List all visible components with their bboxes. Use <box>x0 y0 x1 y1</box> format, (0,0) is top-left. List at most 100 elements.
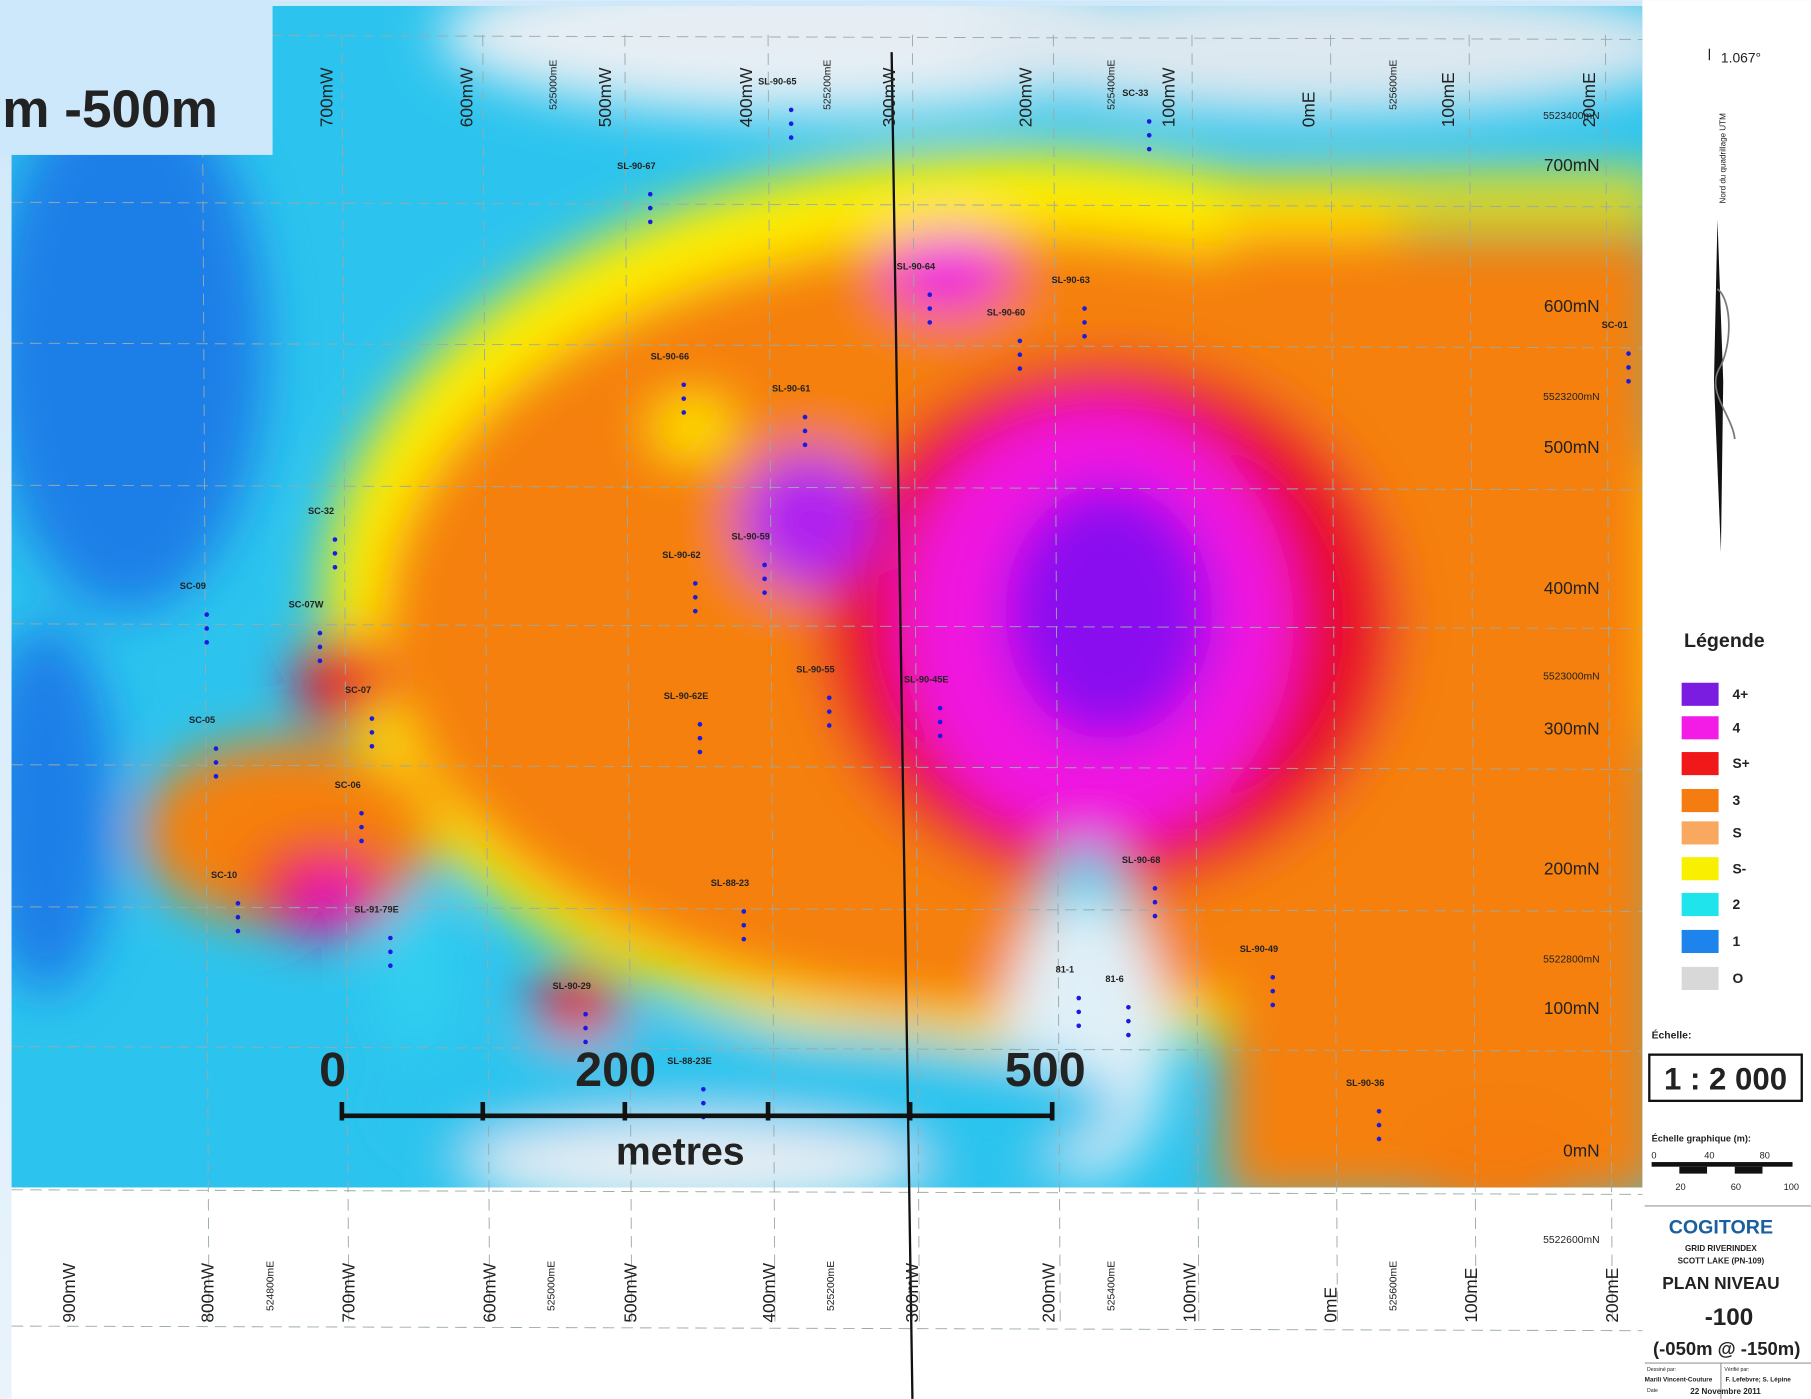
legend-label: 4+ <box>1732 686 1748 702</box>
grid-label: 200mW <box>1015 67 1035 127</box>
hole-sample <box>927 292 932 297</box>
date: 22 Novembre 2011 <box>1690 1387 1761 1396</box>
grid-label: 525600mE <box>1388 60 1399 110</box>
hole-sample <box>1377 1123 1382 1128</box>
hole-sample <box>827 709 832 714</box>
graphic-scale <box>1652 1162 1793 1167</box>
graphic-scale-label: 0 <box>1651 1151 1656 1161</box>
scale-label: 500 <box>1005 1043 1086 1097</box>
grid-label: 100mW <box>1159 67 1179 127</box>
legend-label: 2 <box>1732 896 1740 912</box>
legend-swatch <box>1682 683 1719 706</box>
hole-label: SL-90-45E <box>904 675 949 685</box>
graphic-scale-label: 40 <box>1704 1151 1714 1161</box>
hole-sample <box>214 774 219 779</box>
grid-label: 600mN <box>1544 296 1600 316</box>
grid-label: 200mW <box>1038 1262 1058 1322</box>
hole-sample <box>1018 366 1023 371</box>
hole-sample <box>370 716 375 721</box>
hole-sample <box>214 760 219 765</box>
hole-sample <box>1018 339 1023 344</box>
graphic-scale-block <box>1679 1167 1707 1174</box>
grid-label: 100mE <box>1461 1268 1481 1323</box>
hole-sample <box>1153 914 1158 919</box>
grid-label: 600mW <box>456 67 476 127</box>
scale-graphic-caption: Échelle graphique (m): <box>1652 1132 1751 1143</box>
grid-label: 5523000mN <box>1543 671 1600 682</box>
grid-label: 5522600mN <box>1543 1235 1600 1246</box>
hole-sample <box>648 192 653 197</box>
grid-label: 500mN <box>1544 437 1600 457</box>
hole-sample <box>204 612 209 617</box>
hole-sample <box>1270 1003 1275 1008</box>
hole-sample <box>1377 1137 1382 1142</box>
plan-level: -100 <box>1705 1304 1754 1331</box>
grid-label: 800mW <box>198 1262 218 1322</box>
hole-label: SC-01 <box>1602 320 1628 330</box>
hole-label: SC-06 <box>335 780 361 790</box>
hole-sample <box>388 950 393 955</box>
hole-label: SL-90-67 <box>617 161 655 171</box>
grid-label: 0mE <box>1320 1287 1340 1323</box>
legend-swatch <box>1682 930 1719 953</box>
graphic-scale-label: 80 <box>1760 1151 1770 1161</box>
graphic-scale-label: 100 <box>1784 1182 1799 1192</box>
scale-label: 0 <box>319 1043 346 1097</box>
hole-sample <box>648 220 653 225</box>
legend-label: S+ <box>1732 755 1749 771</box>
grid-label: 400mN <box>1544 578 1600 598</box>
hole-sample <box>236 901 241 906</box>
hole-sample <box>236 929 241 934</box>
hole-sample <box>1147 119 1152 124</box>
hole-sample <box>789 121 794 126</box>
hole-sample <box>1076 1023 1081 1028</box>
date-label: Date <box>1647 1388 1658 1394</box>
hole-sample <box>938 720 943 725</box>
hole-sample <box>1377 1109 1382 1114</box>
hole-label: SL-90-66 <box>651 351 689 361</box>
title: m -500m <box>2 80 218 139</box>
drawn-label: Dessiné par: <box>1647 1367 1676 1373</box>
grid-label: 200mN <box>1544 858 1600 878</box>
hole-sample <box>681 410 686 415</box>
hole-sample <box>927 306 932 311</box>
grid-label: 5523400mN <box>1543 111 1600 122</box>
hole-label: 81-6 <box>1105 974 1123 984</box>
hole-sample <box>1147 133 1152 138</box>
hole-label: SL-90-29 <box>552 981 590 991</box>
grid-label: 600mW <box>479 1262 499 1322</box>
hole-sample <box>1626 351 1631 356</box>
legend-label: 1 <box>1732 933 1740 949</box>
hole-sample <box>762 590 767 595</box>
grid-label: 300mW <box>879 67 899 127</box>
hole-sample <box>583 1026 588 1031</box>
legend-title: Légende <box>1684 630 1765 652</box>
hole-sample <box>1153 900 1158 905</box>
graphic-scale-label: 20 <box>1675 1182 1685 1192</box>
graphic-scale-label: 60 <box>1731 1182 1741 1192</box>
hole-sample <box>741 923 746 928</box>
scale-ratio: 1 : 2 000 <box>1664 1061 1787 1096</box>
hole-label: SL-90-55 <box>796 664 834 674</box>
hole-label: SL-90-62 <box>662 550 700 560</box>
legend-label: 4 <box>1732 719 1740 735</box>
grid-label: 100mW <box>1179 1262 1199 1322</box>
grid-label: 100mN <box>1544 998 1600 1018</box>
hole-sample <box>1626 365 1631 370</box>
legend-swatch <box>1682 821 1719 844</box>
company: COGITORE <box>1669 1217 1773 1239</box>
plan-range: (-050m @ -150m) <box>1653 1338 1800 1359</box>
grid-label: 525200mE <box>826 1261 837 1311</box>
hole-sample <box>681 382 686 387</box>
hole-label: SL-90-63 <box>1051 275 1089 285</box>
grid-label: 524800mE <box>266 1261 277 1311</box>
legend-label: S <box>1732 825 1741 841</box>
hole-sample <box>701 1087 706 1092</box>
hole-sample <box>1082 320 1087 325</box>
hole-sample <box>803 443 808 448</box>
hole-sample <box>681 396 686 401</box>
hole-sample <box>359 839 364 844</box>
hole-sample <box>827 723 832 728</box>
hole-label: SL-90-60 <box>987 307 1025 317</box>
hole-sample <box>1126 1019 1131 1024</box>
